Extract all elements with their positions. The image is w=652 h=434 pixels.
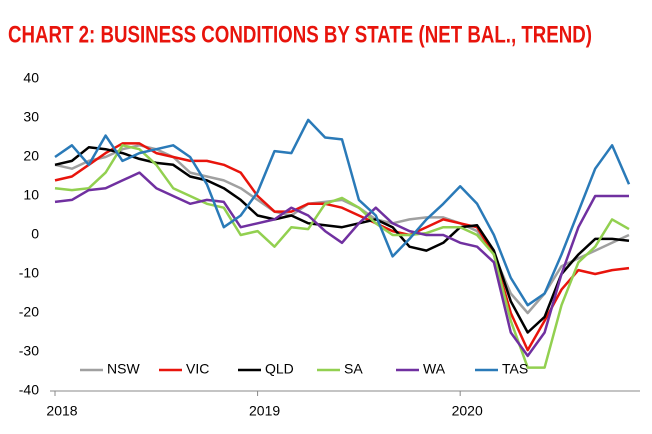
x-tick-label: 2020: [452, 403, 483, 419]
legend-label: NSW: [107, 361, 140, 377]
legend-label: VIC: [186, 361, 209, 377]
y-tick-label: 30: [23, 109, 39, 125]
y-tick-label: 0: [31, 226, 39, 242]
y-tick-label: -10: [19, 265, 39, 281]
legend-label: WA: [423, 361, 446, 377]
legend-label: QLD: [265, 361, 294, 377]
x-tick-label: 2019: [249, 403, 280, 419]
series-line: [54, 144, 630, 369]
y-tick-label: 40: [23, 70, 39, 86]
series-line: [54, 171, 629, 358]
y-tick-label: 20: [23, 148, 39, 164]
y-tick-label: 10: [23, 187, 39, 203]
y-tick-label: -40: [19, 382, 39, 398]
y-tick-label: -20: [19, 304, 39, 320]
series-line: [54, 118, 631, 307]
legend-label: TAS: [502, 361, 528, 377]
series-line: [54, 144, 630, 315]
x-tick-label: 2018: [46, 403, 77, 419]
chart-title: CHART 2: BUSINESS CONDITIONS BY STATE (N…: [8, 21, 592, 48]
legend-label: SA: [344, 361, 363, 377]
y-tick-label: -30: [19, 343, 39, 359]
series-line: [54, 146, 630, 334]
